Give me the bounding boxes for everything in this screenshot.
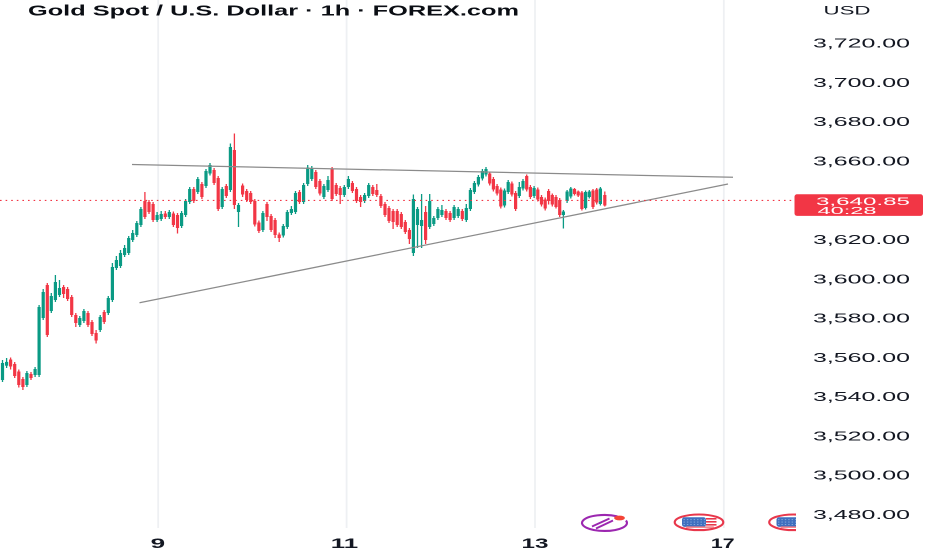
svg-text:40:28: 40:28 bbox=[818, 205, 877, 217]
svg-text:3,640.85: 3,640.85 bbox=[816, 196, 910, 208]
svg-text:9: 9 bbox=[151, 536, 166, 550]
svg-text:3,500.00: 3,500.00 bbox=[813, 469, 910, 483]
svg-text:3,520.00: 3,520.00 bbox=[813, 429, 910, 443]
svg-text:3,480.00: 3,480.00 bbox=[813, 508, 910, 522]
svg-text:3,660.00: 3,660.00 bbox=[813, 154, 910, 168]
svg-text:3,700.00: 3,700.00 bbox=[813, 76, 910, 90]
svg-text:3,600.00: 3,600.00 bbox=[813, 272, 910, 286]
svg-text:13: 13 bbox=[522, 536, 550, 550]
svg-text:3,580.00: 3,580.00 bbox=[813, 312, 910, 326]
svg-text:3,560.00: 3,560.00 bbox=[813, 351, 910, 365]
svg-text:3,620.00: 3,620.00 bbox=[813, 233, 910, 247]
svg-text:11: 11 bbox=[331, 536, 359, 550]
svg-text:17: 17 bbox=[711, 536, 735, 550]
svg-text:Gold Spot / U.S. Dollar · 1h ·: Gold Spot / U.S. Dollar · 1h · FOREX.com bbox=[28, 3, 519, 19]
svg-text:3,540.00: 3,540.00 bbox=[813, 390, 910, 404]
svg-text:3,680.00: 3,680.00 bbox=[813, 115, 910, 129]
svg-text:3,720.00: 3,720.00 bbox=[813, 37, 910, 51]
svg-text:USD: USD bbox=[824, 5, 871, 17]
